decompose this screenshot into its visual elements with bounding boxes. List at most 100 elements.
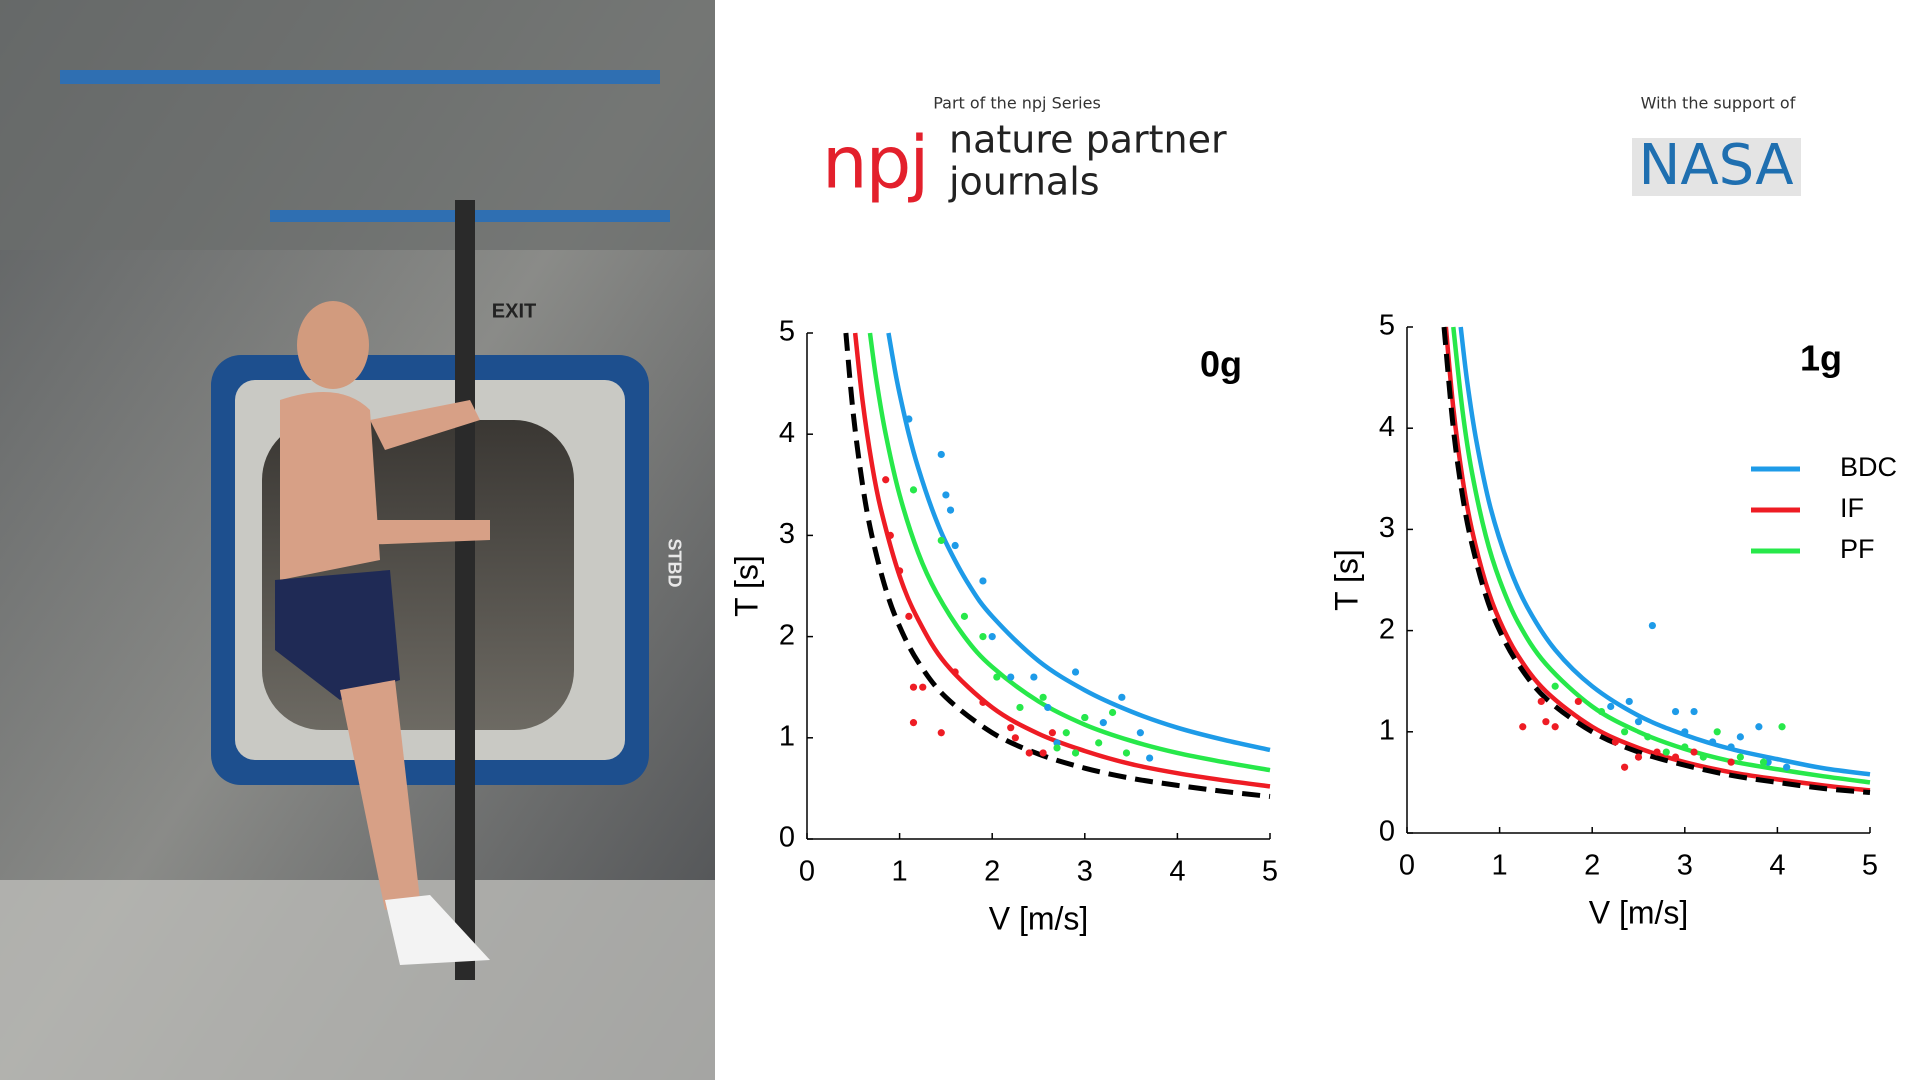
data-point <box>909 719 918 727</box>
y-tick-label: 2 <box>1379 613 1395 645</box>
data-point <box>1736 733 1744 741</box>
legend-label: IF <box>1840 493 1864 523</box>
shorts <box>275 570 400 700</box>
data-point <box>937 450 945 459</box>
chart-title: 0g <box>1200 344 1242 385</box>
leg <box>340 680 420 910</box>
data-point <box>946 506 955 514</box>
data-point <box>1025 749 1033 757</box>
data-point <box>1727 743 1735 751</box>
data-point <box>951 541 959 550</box>
data-point <box>1634 753 1643 761</box>
y-tick-label: 2 <box>779 619 795 651</box>
data-point <box>1007 724 1015 732</box>
x-tick-label: 0 <box>1399 850 1415 882</box>
data-point <box>1053 739 1061 747</box>
data-point <box>960 612 969 620</box>
data-point <box>1011 734 1019 742</box>
fit-curve <box>886 332 1271 753</box>
data-point <box>1044 703 1052 712</box>
ceiling <box>0 0 715 250</box>
legend-label: BDC <box>1840 452 1897 482</box>
data-point <box>1681 728 1689 736</box>
photo-label: EXIT <box>492 300 536 322</box>
x-tick-label: 5 <box>1262 856 1278 888</box>
y-tick-label: 0 <box>779 822 795 854</box>
y-tick-label: 3 <box>779 518 795 550</box>
data-point <box>1727 758 1735 766</box>
npj-logo: npj <box>822 121 927 205</box>
data-point <box>993 673 1001 681</box>
chart: 0 1 2 3 4 5 0 1 2 3 4 5 1g V [m/s] T [s] BDC IF PF <box>1328 310 1897 931</box>
photo-label: STBD <box>664 539 684 588</box>
x-tick-label: 1 <box>1492 850 1508 882</box>
fit-curve <box>1451 326 1871 785</box>
nasa-logo: NASA <box>1638 133 1793 198</box>
chart-title: 1g <box>1800 338 1842 379</box>
data-point <box>1644 733 1652 741</box>
data-point <box>1597 707 1606 716</box>
data-point <box>1030 673 1038 681</box>
fit-curve <box>867 332 1271 773</box>
data-point <box>1690 748 1698 756</box>
brand-line: nature partner <box>949 118 1227 162</box>
data-point <box>1621 763 1629 771</box>
x-tick-label: 3 <box>1077 856 1093 888</box>
data-point <box>1671 707 1680 716</box>
data-point <box>1542 718 1550 726</box>
data-point <box>1755 723 1763 731</box>
data-point <box>1136 729 1144 737</box>
torso <box>280 392 380 580</box>
data-point <box>1095 739 1103 747</box>
data-point <box>1081 713 1089 722</box>
x-tick-label: 5 <box>1862 850 1878 882</box>
data-point <box>1071 749 1080 757</box>
x-tick-label: 1 <box>892 856 908 888</box>
y-axis-label: T [s] <box>1328 549 1364 611</box>
data-point <box>886 531 894 540</box>
data-point <box>1039 749 1047 757</box>
data-point <box>882 476 890 484</box>
data-point <box>1653 748 1661 756</box>
data-point <box>909 683 918 691</box>
fit-curve <box>1458 326 1871 777</box>
fit-curve <box>1443 326 1871 793</box>
data-point <box>979 577 987 585</box>
x-tick-label: 2 <box>1584 850 1600 882</box>
data-point <box>1713 728 1721 736</box>
data-point <box>1648 621 1656 630</box>
data-point <box>905 612 913 620</box>
fit-curve <box>852 332 1271 789</box>
data-point <box>1611 738 1619 746</box>
data-point <box>1108 708 1117 717</box>
data-point <box>909 486 918 494</box>
sock <box>385 895 490 965</box>
data-point <box>937 729 945 737</box>
y-tick-label: 3 <box>1379 512 1395 544</box>
x-tick-label: 3 <box>1677 850 1693 882</box>
data-point <box>1736 753 1744 761</box>
data-point <box>1519 723 1527 731</box>
data-point <box>979 698 987 706</box>
series-note: Part of the npj Series <box>933 94 1101 113</box>
y-tick-label: 1 <box>1379 714 1395 746</box>
data-point <box>905 415 913 423</box>
data-point <box>937 536 945 545</box>
y-axis-label: T [s] <box>728 555 764 617</box>
data-point <box>1537 697 1545 706</box>
chart: 0 1 2 3 4 5 0 1 2 3 4 5 0g V [m/s] T [s] <box>728 316 1278 937</box>
data-point <box>1016 703 1024 712</box>
data-point <box>1007 673 1015 681</box>
data-point <box>1634 718 1643 726</box>
y-tick-label: 5 <box>779 316 795 348</box>
data-point <box>1122 749 1131 757</box>
head <box>297 301 369 389</box>
data-point <box>1671 753 1680 761</box>
x-tick-label: 4 <box>1169 856 1185 888</box>
data-point <box>1681 743 1689 751</box>
photo: EXIT STBD <box>0 0 715 1080</box>
x-axis-label: V [m/s] <box>1589 894 1689 930</box>
y-tick-label: 1 <box>779 720 795 752</box>
data-point <box>896 567 904 575</box>
